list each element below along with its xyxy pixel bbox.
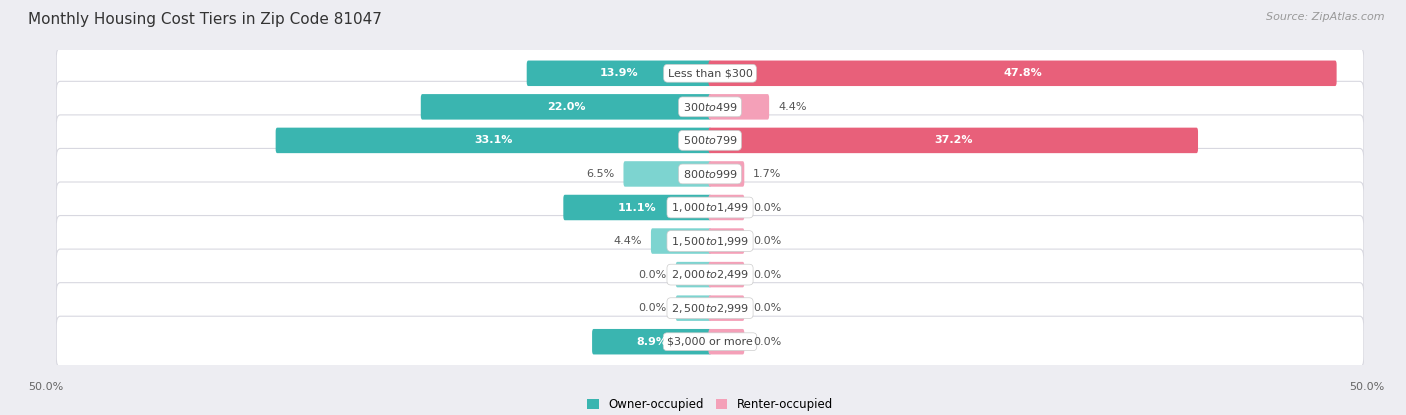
FancyBboxPatch shape [56,48,1364,99]
Text: 22.0%: 22.0% [547,102,585,112]
Text: 0.0%: 0.0% [638,270,666,280]
FancyBboxPatch shape [276,128,711,153]
Text: 11.1%: 11.1% [619,203,657,212]
FancyBboxPatch shape [676,262,711,287]
FancyBboxPatch shape [56,316,1364,367]
Text: 37.2%: 37.2% [934,135,973,145]
FancyBboxPatch shape [709,61,1337,86]
FancyBboxPatch shape [56,115,1364,166]
Text: 0.0%: 0.0% [638,303,666,313]
FancyBboxPatch shape [56,182,1364,233]
FancyBboxPatch shape [709,228,744,254]
Text: Less than $300: Less than $300 [668,68,752,78]
FancyBboxPatch shape [592,329,711,354]
FancyBboxPatch shape [564,195,711,220]
FancyBboxPatch shape [709,295,744,321]
Text: $300 to $499: $300 to $499 [682,101,738,113]
Text: 8.9%: 8.9% [637,337,668,347]
Text: 0.0%: 0.0% [754,270,782,280]
FancyBboxPatch shape [709,195,744,220]
Legend: Owner-occupied, Renter-occupied: Owner-occupied, Renter-occupied [582,393,838,415]
Text: 0.0%: 0.0% [754,303,782,313]
FancyBboxPatch shape [709,262,744,287]
Text: $800 to $999: $800 to $999 [682,168,738,180]
Text: $1,000 to $1,499: $1,000 to $1,499 [671,201,749,214]
Text: $2,500 to $2,999: $2,500 to $2,999 [671,302,749,315]
Text: 0.0%: 0.0% [754,203,782,212]
Text: $3,000 or more: $3,000 or more [668,337,752,347]
Text: 0.0%: 0.0% [754,337,782,347]
Text: 50.0%: 50.0% [28,382,63,392]
Text: $2,000 to $2,499: $2,000 to $2,499 [671,268,749,281]
Text: 4.4%: 4.4% [613,236,643,246]
Text: Source: ZipAtlas.com: Source: ZipAtlas.com [1267,12,1385,22]
Text: 6.5%: 6.5% [586,169,614,179]
FancyBboxPatch shape [676,295,711,321]
Text: $500 to $799: $500 to $799 [682,134,738,146]
FancyBboxPatch shape [56,283,1364,334]
FancyBboxPatch shape [709,94,769,120]
Text: 4.4%: 4.4% [778,102,807,112]
FancyBboxPatch shape [709,128,1198,153]
FancyBboxPatch shape [56,249,1364,300]
FancyBboxPatch shape [527,61,711,86]
FancyBboxPatch shape [709,161,744,187]
FancyBboxPatch shape [623,161,711,187]
FancyBboxPatch shape [56,149,1364,200]
Text: $1,500 to $1,999: $1,500 to $1,999 [671,234,749,248]
Text: 0.0%: 0.0% [754,236,782,246]
FancyBboxPatch shape [651,228,711,254]
Text: 33.1%: 33.1% [474,135,513,145]
FancyBboxPatch shape [420,94,711,120]
FancyBboxPatch shape [709,329,744,354]
Text: Monthly Housing Cost Tiers in Zip Code 81047: Monthly Housing Cost Tiers in Zip Code 8… [28,12,382,27]
Text: 1.7%: 1.7% [754,169,782,179]
FancyBboxPatch shape [56,81,1364,132]
FancyBboxPatch shape [56,215,1364,266]
Text: 50.0%: 50.0% [1350,382,1385,392]
Text: 47.8%: 47.8% [1002,68,1042,78]
Text: 13.9%: 13.9% [600,68,638,78]
